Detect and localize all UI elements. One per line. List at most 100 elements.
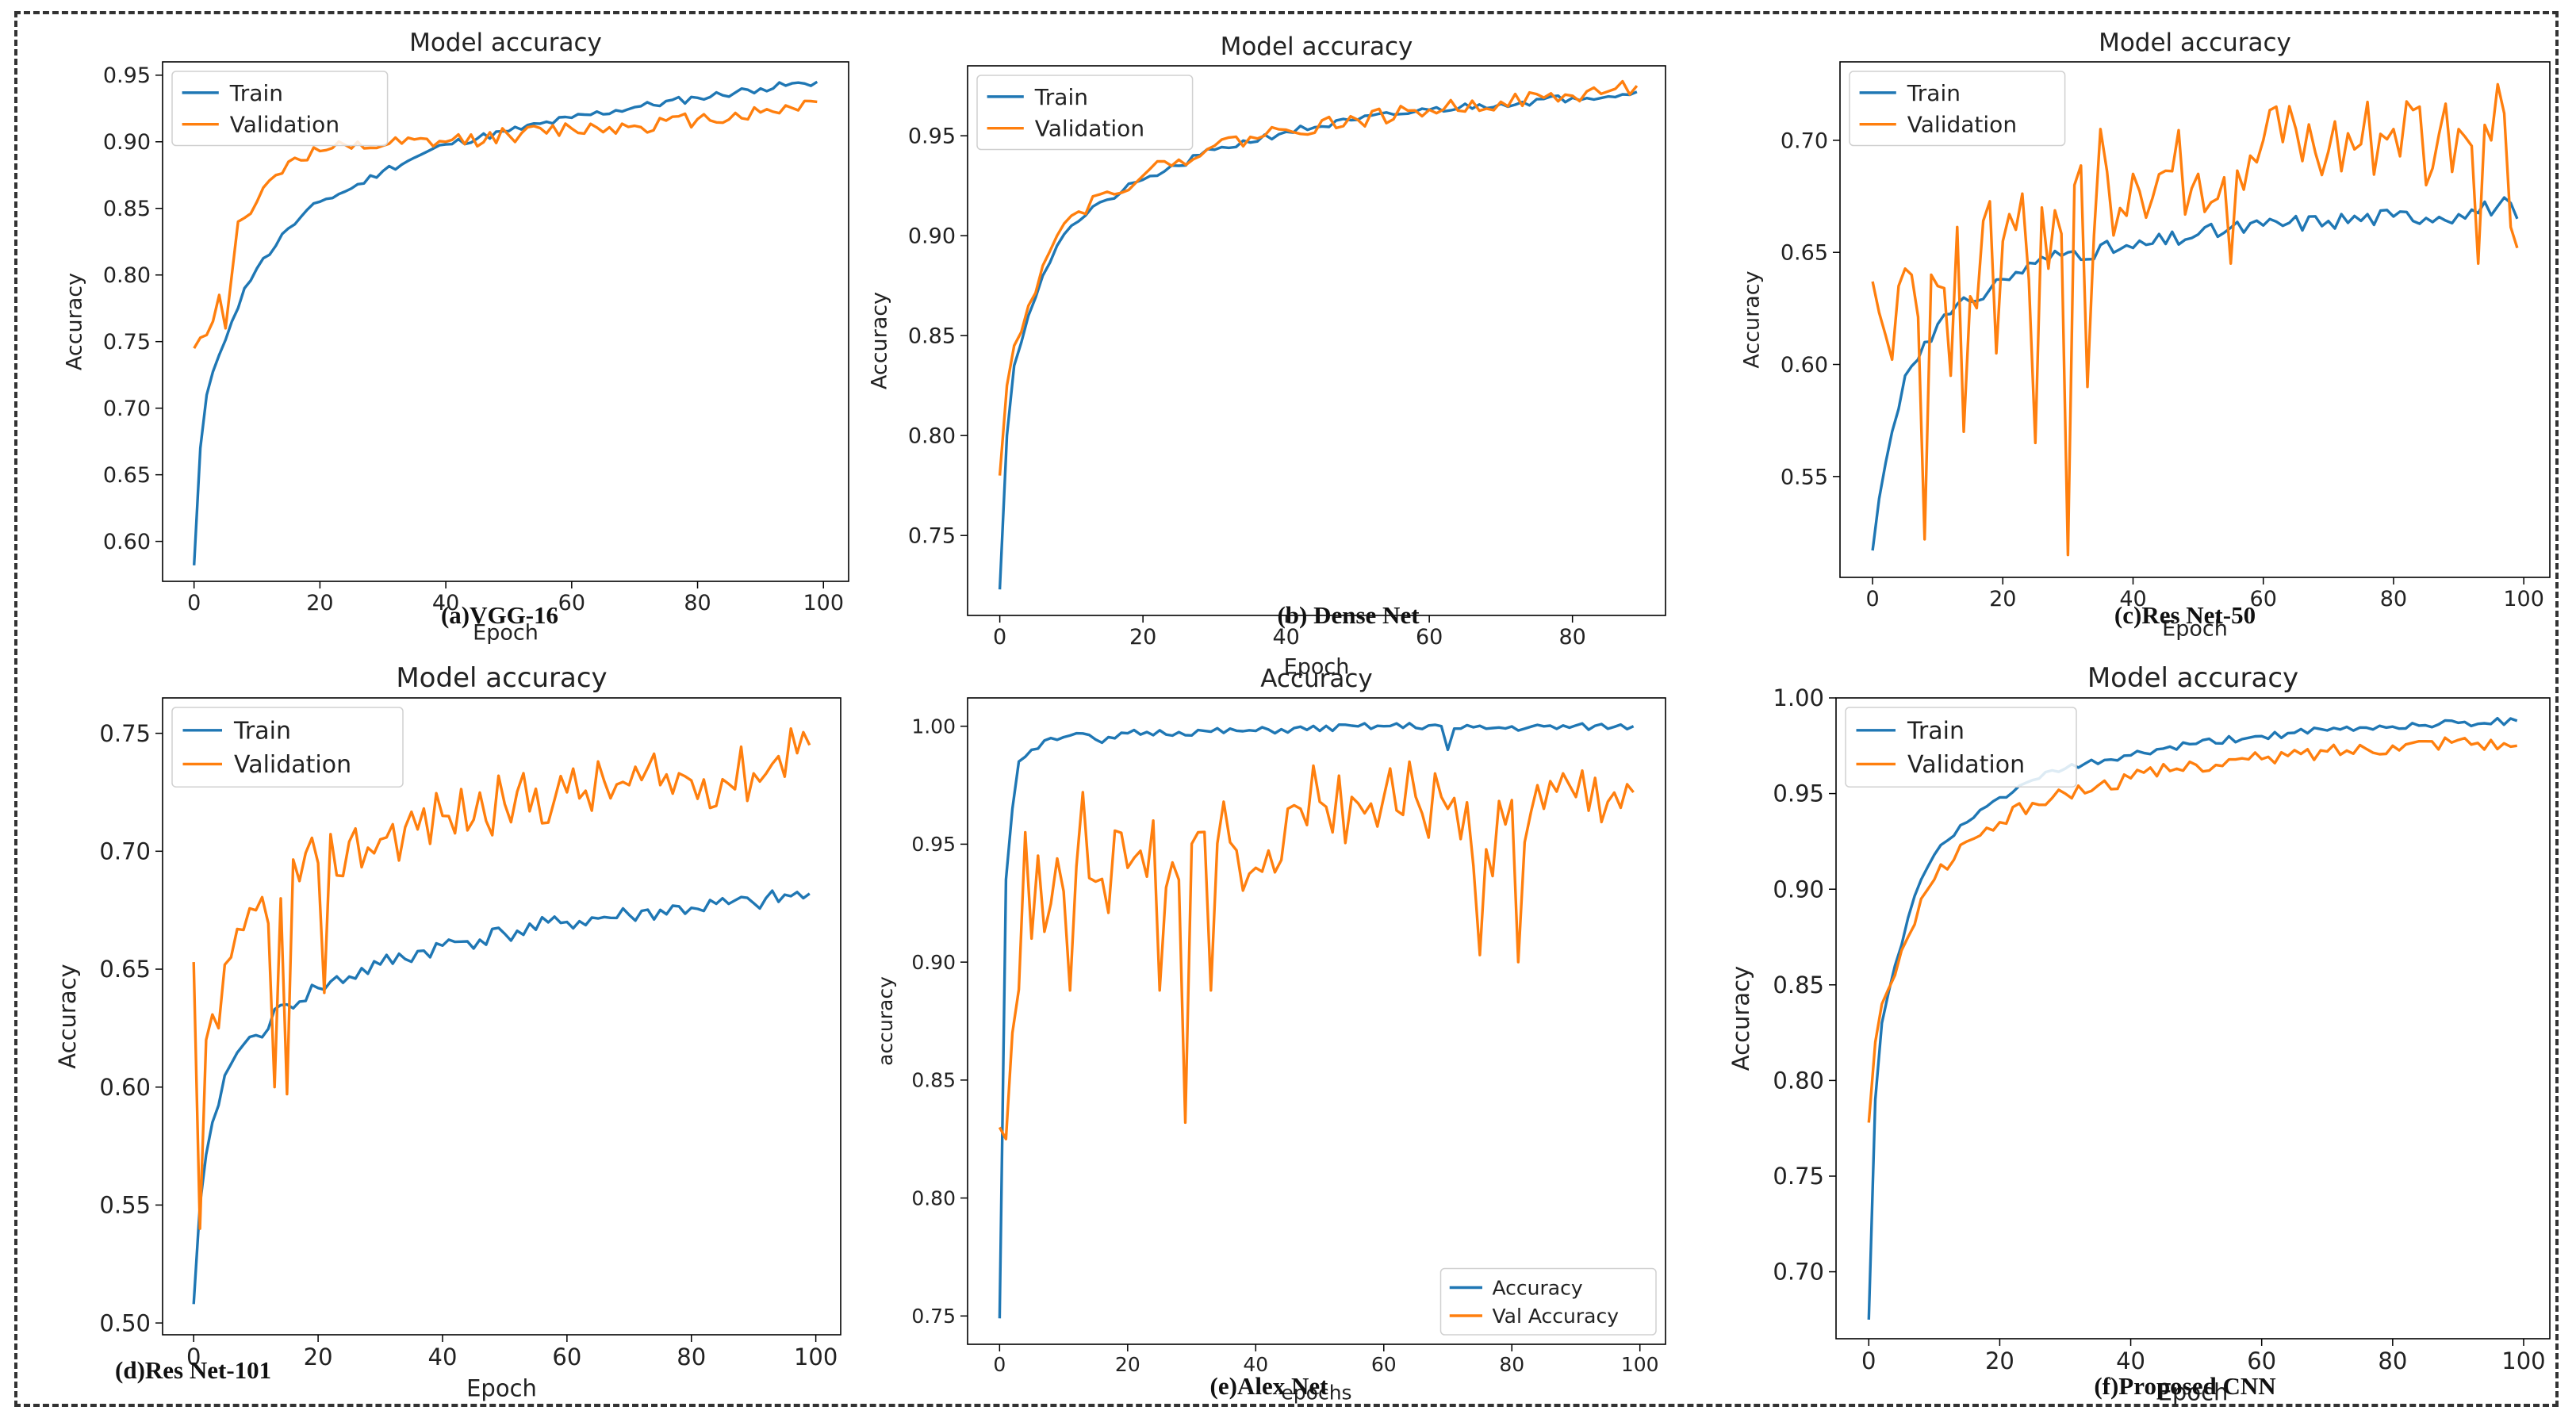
- y-axis-label: Accuracy: [62, 273, 86, 370]
- y-tick-label: 0.75: [911, 1305, 956, 1328]
- legend-label: Val Accuracy: [1493, 1305, 1620, 1328]
- x-tick-label: 40: [1243, 1353, 1268, 1376]
- chart-title: Model accuracy: [2087, 662, 2298, 694]
- y-tick-label: 1.00: [1773, 684, 1824, 711]
- series-line-train: [998, 90, 1638, 590]
- y-tick-label: 0.90: [908, 224, 956, 249]
- y-tick-label: 0.85: [103, 197, 151, 221]
- series-line-validation: [998, 79, 1639, 476]
- legend-label: Train: [1907, 718, 1965, 745]
- panel-densenet: Model accuracy 0 20 40 60 80 0.75 0.80 0.85 0.90 0…: [853, 22, 1689, 679]
- y-tick-label: 0.65: [1781, 241, 1828, 266]
- x-tick-label: 20: [304, 1343, 333, 1370]
- series-line-validation: [192, 727, 811, 1230]
- x-tick-label: 100: [803, 591, 844, 615]
- plot-frame: [1839, 61, 2551, 578]
- y-tick-label: 0.95: [911, 833, 956, 856]
- y-tick-label: 0.85: [908, 324, 956, 349]
- x-tick-label: 100: [1621, 1353, 1659, 1376]
- caption-alexnet: (e)Alex Net: [1209, 1372, 1328, 1400]
- x-tick-label: 0: [1861, 1347, 1876, 1374]
- series-group: [998, 79, 1639, 590]
- legend-box: [976, 75, 1194, 151]
- series-line-validation: [193, 99, 818, 349]
- series-line-validation: [1871, 82, 2519, 557]
- x-tick-label: 40: [2119, 587, 2146, 611]
- y-tick-label: 0.70: [1773, 1259, 1824, 1286]
- y-tick-label: 0.75: [99, 720, 151, 747]
- caption-proposed-cnn: (f)Proposed CNN: [2094, 1372, 2276, 1400]
- caption-vgg16: (a)VGG-16: [440, 601, 559, 629]
- y-tick-label: 0.90: [911, 951, 956, 974]
- chart-proposed-cnn: Model accuracy 0 20 40 60 80 100 0.70 0.75 0.80 0.…: [1727, 662, 2551, 1405]
- x-tick-label: 60: [2247, 1347, 2276, 1374]
- legend: Accuracy Val Accuracy: [1439, 1267, 1657, 1336]
- chart-vgg16: Model accuracy 0 20 40 60 80 100 0.60 0.65 0.70 0.…: [62, 29, 849, 645]
- chart-resnet50: Model accuracy 0 20 40 60 80 100 0.55 0.60 0.65 0.…: [1739, 29, 2551, 641]
- legend-label: Train: [229, 80, 283, 106]
- y-tick-label: 0.60: [1781, 353, 1828, 378]
- chart-title: Accuracy: [1260, 665, 1373, 693]
- y-axis-label: accuracy: [874, 976, 897, 1066]
- y-axis-label: Accuracy: [1739, 270, 1764, 368]
- y-axis-label: Accuracy: [54, 964, 81, 1068]
- legend-label: Train: [1034, 84, 1088, 110]
- plot-frame: [967, 65, 1666, 616]
- y-tick-label: 0.55: [1781, 465, 1828, 489]
- legend-label: Validation: [234, 751, 351, 779]
- legend-label: Accuracy: [1493, 1277, 1583, 1300]
- y-tick-label: 0.70: [99, 837, 151, 864]
- y-tick-label: 0.80: [908, 424, 956, 449]
- panel-alexnet: Accuracy 0 20 40 60 80 100 0.75 0.80 0.85 0.90 0.95…: [853, 650, 1689, 1404]
- x-tick-label: 60: [1416, 625, 1443, 650]
- y-tick-label: 0.55: [99, 1192, 151, 1219]
- x-tick-label: 100: [2501, 1347, 2545, 1374]
- x-axis-label: Epoch: [473, 620, 539, 645]
- y-tick-label: 0.75: [908, 524, 956, 549]
- x-tick-label: 40: [1272, 625, 1299, 650]
- series-line-train: [1871, 196, 2519, 551]
- y-axis-label: Accuracy: [867, 292, 891, 389]
- x-tick-label: 0: [1865, 587, 1879, 611]
- y-tick-label: 0.75: [1773, 1163, 1824, 1190]
- panel-resnet50: Model accuracy 0 20 40 60 80 100 0.55 0.60 0.65 0.…: [1689, 22, 2558, 641]
- y-axis-label: Accuracy: [1727, 966, 1754, 1071]
- y-tick-label: 0.80: [1773, 1067, 1824, 1094]
- x-tick-label: 0: [186, 1343, 201, 1370]
- y-tick-label: 0.65: [103, 463, 151, 488]
- y-tick-label: 0.90: [103, 130, 151, 155]
- x-tick-label: 60: [558, 591, 585, 615]
- series-group: [1871, 82, 2519, 557]
- x-tick-label: 40: [432, 591, 459, 615]
- panel-resnet101: Model accuracy 0 20 40 60 80 100 0.50 0.55 0.60 0.…: [24, 650, 849, 1404]
- caption-resnet101: (d)Res Net-101: [115, 1356, 272, 1384]
- x-axis-label: Epoch: [2162, 616, 2228, 641]
- series-group: [1867, 716, 2518, 1320]
- legend: Train Validation: [1845, 707, 2077, 788]
- x-tick-label: 40: [428, 1343, 458, 1370]
- x-tick-label: 0: [993, 1353, 1006, 1376]
- legend-label: Validation: [1907, 751, 2025, 779]
- legend: Train Validation: [171, 71, 389, 147]
- x-tick-label: 80: [684, 591, 711, 615]
- caption-resnet50: (c)Res Net-50: [2114, 601, 2256, 629]
- legend-box: [171, 71, 389, 147]
- legend-label: Validation: [230, 112, 339, 138]
- chart-densenet: Model accuracy 0 20 40 60 80 0.75 0.80 0.85 0.90 0…: [867, 33, 1666, 679]
- x-tick-label: 80: [2380, 587, 2407, 611]
- series-group: [998, 722, 1635, 1319]
- plot-frame: [162, 697, 841, 1336]
- chart-resnet101: Model accuracy 0 20 40 60 80 100 0.50 0.55 0.60 0.…: [54, 662, 841, 1401]
- chart-alexnet: Accuracy 0 20 40 60 80 100 0.75 0.80 0.85 0.90 0.95…: [874, 665, 1666, 1404]
- chart-title: Model accuracy: [1221, 33, 1413, 61]
- y-tick-label: 0.70: [1781, 128, 1828, 153]
- panel-vgg16: Model accuracy 0 20 40 60 80 100 0.60 0.65 0.70 0.…: [24, 22, 849, 645]
- legend-label: Validation: [1907, 112, 2017, 138]
- x-tick-label: 20: [1989, 587, 2016, 611]
- y-tick-label: 0.60: [103, 530, 151, 554]
- legend: Train Validation: [1849, 71, 2066, 147]
- legend-label: Validation: [1035, 116, 1144, 142]
- caption-densenet: (b) Dense Net: [1277, 601, 1420, 629]
- panel-proposed-cnn: Model accuracy 0 20 40 60 80 100 0.70 0.75 0.80 0.…: [1689, 650, 2558, 1405]
- chart-title: Model accuracy: [409, 29, 602, 57]
